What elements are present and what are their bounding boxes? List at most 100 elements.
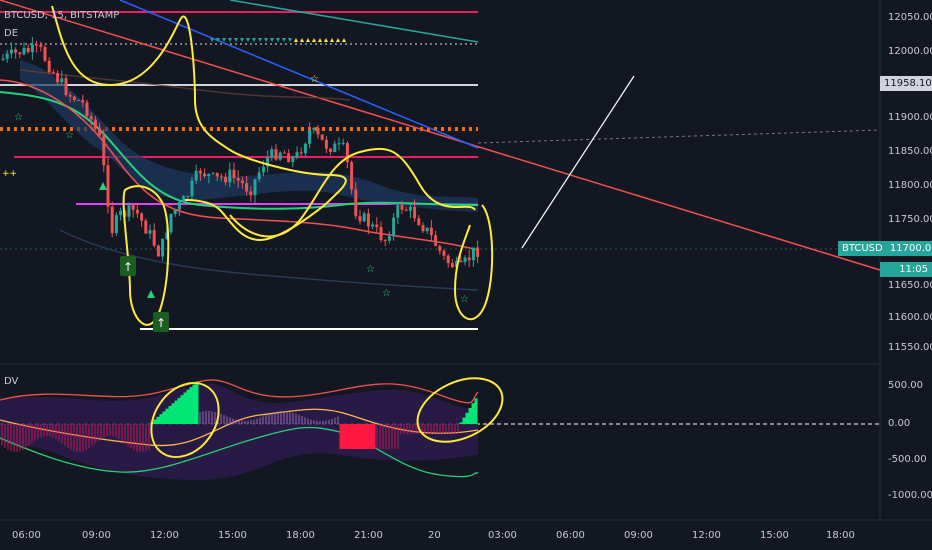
sub-indicator-label[interactable]: DV bbox=[4, 376, 19, 387]
candle-body bbox=[274, 149, 278, 160]
candle-body bbox=[392, 217, 396, 237]
candle-body bbox=[282, 152, 286, 154]
candle-body bbox=[186, 196, 190, 198]
candle-body bbox=[144, 220, 148, 234]
price-tick: 11600.00 bbox=[888, 312, 932, 323]
svg-text:☆: ☆ bbox=[382, 288, 391, 299]
candle-body bbox=[131, 205, 135, 210]
candle-body bbox=[207, 173, 211, 177]
candle-body bbox=[30, 44, 34, 53]
candle-body bbox=[156, 245, 160, 257]
high-price-tag: 11958.10 bbox=[880, 76, 932, 91]
annotation-circle-right bbox=[453, 204, 494, 320]
bar-countdown: 11:05 bbox=[880, 262, 932, 277]
candle-body bbox=[387, 236, 391, 241]
signal-triangle bbox=[288, 38, 292, 42]
candle-body bbox=[35, 44, 39, 46]
candle-body bbox=[379, 227, 383, 241]
ma-green bbox=[0, 91, 479, 210]
price-tick: 11550.00 bbox=[888, 342, 932, 353]
candle-body bbox=[295, 152, 299, 157]
candle-body bbox=[278, 152, 282, 160]
candle-body bbox=[106, 165, 110, 207]
time-tick: 21:00 bbox=[354, 530, 383, 541]
time-tick: 12:00 bbox=[150, 530, 179, 541]
candle-body bbox=[203, 173, 207, 177]
candle-body bbox=[182, 196, 186, 202]
candle-body bbox=[9, 49, 13, 54]
candle-body bbox=[358, 216, 362, 222]
symbol-title[interactable]: BTCUSD, 15, BITSTAMP bbox=[4, 10, 120, 21]
candle-body bbox=[43, 46, 47, 61]
candle-body bbox=[102, 135, 106, 166]
candle-body bbox=[5, 53, 9, 59]
svg-text:↑: ↑ bbox=[156, 316, 166, 330]
candle-body bbox=[438, 245, 442, 251]
osc-upper-line bbox=[0, 379, 479, 404]
candle-body bbox=[89, 116, 93, 120]
annotation-circle-left bbox=[122, 185, 170, 326]
candle-body bbox=[161, 238, 165, 257]
candle-body bbox=[152, 230, 156, 246]
candle-body bbox=[434, 235, 438, 246]
time-tick: 03:00 bbox=[488, 530, 517, 541]
candle-body bbox=[224, 177, 228, 183]
candle-body bbox=[459, 260, 463, 262]
osc-annotation-right bbox=[416, 377, 504, 443]
osc-annotation-left bbox=[150, 381, 220, 459]
candle-body bbox=[396, 204, 400, 218]
svg-text:☆: ☆ bbox=[310, 74, 319, 85]
candle-body bbox=[64, 78, 68, 96]
signal-triangle bbox=[300, 38, 304, 42]
candle-body bbox=[232, 169, 236, 178]
time-tick: 09:00 bbox=[82, 530, 111, 541]
signal-triangle bbox=[312, 38, 316, 42]
osc-tick: 0.00 bbox=[888, 418, 911, 429]
signal-triangle bbox=[210, 38, 214, 42]
candle-body bbox=[22, 47, 26, 55]
candle-body bbox=[476, 247, 480, 257]
candle-body bbox=[270, 149, 274, 158]
svg-text:↑: ↑ bbox=[123, 260, 133, 274]
candle-body bbox=[140, 213, 144, 221]
candle-body bbox=[308, 129, 312, 144]
candle-body bbox=[39, 45, 43, 47]
price-tick: 11800.00 bbox=[888, 180, 932, 191]
signal-triangle bbox=[264, 38, 268, 42]
osc-lower-line bbox=[0, 426, 479, 478]
candle-body bbox=[114, 215, 118, 234]
time-tick: 12:00 bbox=[692, 530, 721, 541]
candle-body bbox=[72, 96, 76, 101]
main-indicator-label[interactable]: DE bbox=[4, 28, 19, 39]
signal-triangle bbox=[306, 38, 310, 42]
candle-body bbox=[429, 227, 433, 236]
arrow-up-icon: ↑ bbox=[120, 256, 136, 276]
candle-body bbox=[135, 209, 139, 214]
annotation-curve-2 bbox=[229, 147, 476, 238]
candle-body bbox=[442, 250, 446, 256]
osc-tick: 500.00 bbox=[888, 380, 923, 391]
candle-body bbox=[85, 102, 89, 117]
projected-dashed-line bbox=[477, 129, 881, 144]
ma-brown bbox=[19, 69, 351, 101]
candle-body bbox=[93, 119, 97, 129]
current-price-tag: BTCUSD 11700.00 bbox=[838, 241, 932, 256]
candle-body bbox=[320, 134, 324, 140]
candle-body bbox=[240, 180, 244, 184]
star-icon: ☆ ☆ ☆ ☆ ☆ ☆ bbox=[14, 74, 469, 305]
candle-body bbox=[77, 100, 81, 102]
candle-body bbox=[333, 143, 337, 153]
ma-red bbox=[0, 79, 479, 251]
candle-body bbox=[219, 176, 223, 178]
signal-triangle bbox=[222, 38, 226, 42]
signal-triangle bbox=[240, 38, 244, 42]
candle-body bbox=[110, 206, 114, 234]
candle-body bbox=[60, 78, 64, 83]
candle-body bbox=[81, 100, 85, 103]
candle-body bbox=[257, 172, 261, 180]
drawn-projection-line bbox=[521, 75, 635, 249]
candle-body bbox=[119, 210, 123, 216]
signal-triangle bbox=[282, 38, 286, 42]
